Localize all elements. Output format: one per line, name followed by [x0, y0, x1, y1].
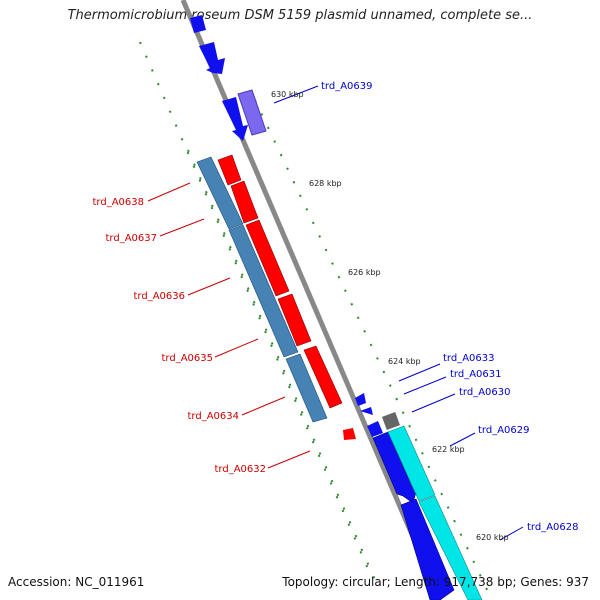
forward-gene-a0639 [222, 97, 248, 141]
gene-label-trd-a0634: trd_A0634 [188, 411, 240, 422]
leader-a0636 [187, 277, 231, 296]
reverse-gene-a0638 [217, 154, 242, 186]
gene-label-trd-a0631: trd_A0631 [450, 369, 502, 380]
leader-a0635 [214, 338, 259, 358]
leader-a0639 [273, 85, 319, 104]
reverse-gene-a0635-1 [277, 293, 312, 347]
scale-label-628: 628 kbp [309, 179, 342, 188]
leader-a0637 [159, 218, 205, 237]
gene-label-trd-a0633: trd_A0633 [443, 353, 495, 364]
reverse-gene-a0634 [303, 345, 343, 409]
forward-gene-a0630 [367, 421, 383, 437]
gray-feature [382, 412, 400, 430]
gene-label-trd-a0630: trd_A0630 [459, 387, 511, 398]
gene-label-trd-a0628: trd_A0628 [527, 522, 579, 533]
scale-label-626: 626 kbp [348, 268, 381, 277]
reverse-cds-a0634 [285, 353, 328, 423]
reverse-cds-a0638 [196, 156, 244, 230]
scale-label-620: 620 kbp [476, 533, 509, 542]
reverse-gene-a0636 [245, 219, 290, 297]
leader-a0638 [147, 182, 191, 202]
reverse-gene-a0632 [343, 428, 356, 440]
map-title: Thermomicrobium roseum DSM 5159 plasmid … [67, 8, 533, 23]
gene-label-trd-a0638: trd_A0638 [93, 197, 145, 208]
forward-gene-a0628 [400, 498, 455, 600]
leader-a0633 [398, 363, 441, 382]
reverse-gene-a0637 [230, 180, 259, 224]
gene-label-trd-a0637: trd_A0637 [106, 233, 158, 244]
leader-a0634 [241, 396, 286, 416]
leader-a0631 [403, 376, 447, 395]
cyan-cds-2 [418, 495, 483, 600]
leader-a0632 [267, 450, 311, 469]
accession-label: Accession: NC_011961 [8, 575, 145, 589]
forward-gene-a0633 [355, 393, 366, 406]
genome-summary: Topology: circular; Length: 917,738 bp; … [282, 575, 589, 589]
forward-gene-a0631 [360, 407, 373, 415]
leader-a0628 [499, 526, 524, 541]
gene-label-trd-a0635: trd_A0635 [162, 353, 214, 364]
inner-tick-guide [254, 99, 491, 597]
forward-gene-top-1 [190, 15, 206, 33]
gene-label-trd-a0629: trd_A0629 [478, 425, 530, 436]
scale-label-630: 630 kbp [271, 90, 304, 99]
gene-label-trd-a0639: trd_A0639 [321, 81, 373, 92]
gene-label-trd-a0636: trd_A0636 [134, 291, 186, 302]
scale-label-622: 622 kbp [432, 445, 465, 454]
cyan-cds-1 [387, 425, 436, 502]
forward-cds-a0639 [237, 89, 267, 136]
genome-backbone [180, 0, 443, 600]
forward-gene-top-2 [199, 42, 225, 74]
gene-label-trd-a0632: trd_A0632 [215, 464, 267, 475]
reverse-tick-guide [187, 149, 376, 581]
scale-label-624: 624 kbp [388, 357, 421, 366]
leader-a0629 [449, 432, 476, 447]
reverse-cds-a0636 [228, 224, 299, 358]
leader-a0630 [411, 393, 456, 413]
